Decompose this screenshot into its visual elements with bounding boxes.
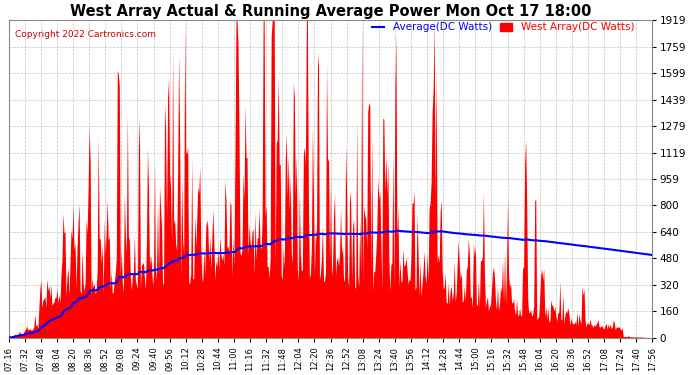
Title: West Array Actual & Running Average Power Mon Oct 17 18:00: West Array Actual & Running Average Powe…: [70, 4, 591, 19]
Text: Copyright 2022 Cartronics.com: Copyright 2022 Cartronics.com: [15, 30, 156, 39]
Legend: Average(DC Watts), West Array(DC Watts): Average(DC Watts), West Array(DC Watts): [372, 22, 634, 32]
